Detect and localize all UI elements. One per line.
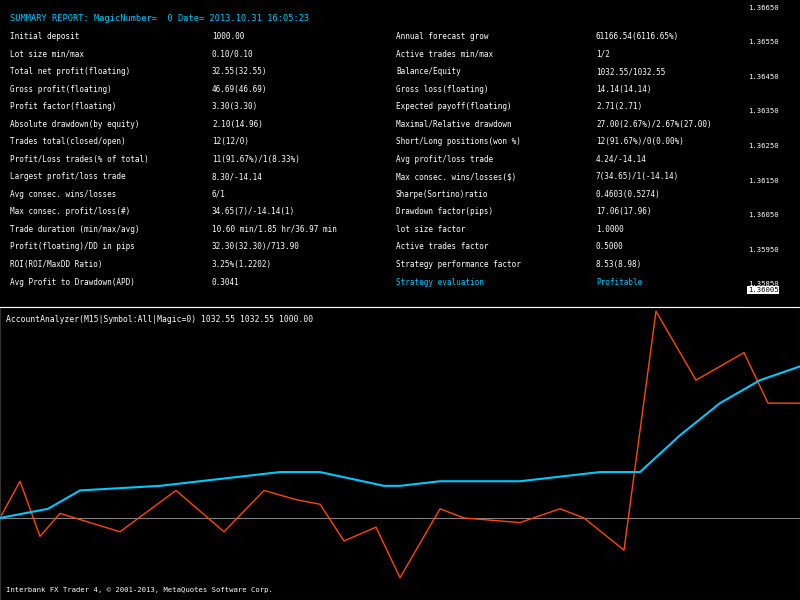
Text: 32.30(32.30)/713.90: 32.30(32.30)/713.90 bbox=[212, 242, 300, 251]
Text: 1.36050: 1.36050 bbox=[748, 212, 778, 218]
Text: 1.35950: 1.35950 bbox=[748, 247, 778, 253]
Text: 0.4603(0.5274): 0.4603(0.5274) bbox=[596, 190, 661, 199]
Text: 1.36550: 1.36550 bbox=[748, 39, 778, 45]
Text: 34.65(7)/-14.14(1): 34.65(7)/-14.14(1) bbox=[212, 208, 295, 217]
Text: 1/2: 1/2 bbox=[596, 50, 610, 59]
Text: Profit/Loss trades(% of total): Profit/Loss trades(% of total) bbox=[10, 155, 148, 164]
Text: 6/1: 6/1 bbox=[212, 190, 226, 199]
Text: Gross profit(floating): Gross profit(floating) bbox=[10, 85, 111, 94]
Text: Max consec. wins/losses($): Max consec. wins/losses($) bbox=[396, 172, 516, 181]
Text: Gross loss(floating): Gross loss(floating) bbox=[396, 85, 489, 94]
Text: 11(91.67%)/1(8.33%): 11(91.67%)/1(8.33%) bbox=[212, 155, 300, 164]
Text: 17.06(17.96): 17.06(17.96) bbox=[596, 208, 651, 217]
Text: Balance/Equity: Balance/Equity bbox=[396, 67, 461, 76]
Text: 0.5000: 0.5000 bbox=[596, 242, 624, 251]
Text: 46.69(46.69): 46.69(46.69) bbox=[212, 85, 267, 94]
Text: Trade duration (min/max/avg): Trade duration (min/max/avg) bbox=[10, 225, 139, 234]
Text: 12(91.67%)/0(0.00%): 12(91.67%)/0(0.00%) bbox=[596, 137, 684, 146]
Text: Lot size min/max: Lot size min/max bbox=[10, 50, 83, 59]
Text: 1.35850: 1.35850 bbox=[748, 281, 778, 287]
Text: 32.55(32.55): 32.55(32.55) bbox=[212, 67, 267, 76]
Text: 1.0000: 1.0000 bbox=[596, 225, 624, 234]
Text: 8.53(8.98): 8.53(8.98) bbox=[596, 260, 642, 269]
Text: AccountAnalyzer(M15|Symbol:All|Magic=0) 1032.55 1032.55 1000.00: AccountAnalyzer(M15|Symbol:All|Magic=0) … bbox=[6, 314, 314, 323]
Text: Short/Long positions(won %): Short/Long positions(won %) bbox=[396, 137, 521, 146]
Text: 8.30/-14.14: 8.30/-14.14 bbox=[212, 172, 263, 181]
Text: 7(34.65)/1(-14.14): 7(34.65)/1(-14.14) bbox=[596, 172, 679, 181]
Text: 4.24/-14.14: 4.24/-14.14 bbox=[596, 155, 647, 164]
Text: Profitable: Profitable bbox=[596, 278, 642, 287]
Text: 1000.00: 1000.00 bbox=[212, 32, 244, 41]
Text: 61166.54(6116.65%): 61166.54(6116.65%) bbox=[596, 32, 679, 41]
Text: 14.14(14.14): 14.14(14.14) bbox=[596, 85, 651, 94]
Text: Max consec. profit/loss(#): Max consec. profit/loss(#) bbox=[10, 208, 130, 217]
Text: ROI(ROI/MaxDD Ratio): ROI(ROI/MaxDD Ratio) bbox=[10, 260, 102, 269]
Text: Strategy evaluation: Strategy evaluation bbox=[396, 278, 484, 287]
Text: Sharpe(Sortino)ratio: Sharpe(Sortino)ratio bbox=[396, 190, 489, 199]
Text: Avg Profit to Drawdown(APD): Avg Profit to Drawdown(APD) bbox=[10, 278, 134, 287]
Text: 12(12/0): 12(12/0) bbox=[212, 137, 249, 146]
Text: 2.10(14.96): 2.10(14.96) bbox=[212, 120, 263, 129]
Text: 1032.55/1032.55: 1032.55/1032.55 bbox=[596, 67, 666, 76]
Text: Interbank FX Trader 4, © 2001-2013, MetaQuotes Software Corp.: Interbank FX Trader 4, © 2001-2013, Meta… bbox=[6, 587, 274, 593]
Text: 10.60 min/1.85 hr/36.97 min: 10.60 min/1.85 hr/36.97 min bbox=[212, 225, 337, 234]
Text: 27.00(2.67%)/2.67%(27.00): 27.00(2.67%)/2.67%(27.00) bbox=[596, 120, 712, 129]
Text: Active trades min/max: Active trades min/max bbox=[396, 50, 493, 59]
Text: Profit factor(floating): Profit factor(floating) bbox=[10, 103, 116, 112]
Text: 3.25%(1.2202): 3.25%(1.2202) bbox=[212, 260, 272, 269]
Text: Drawdown factor(pips): Drawdown factor(pips) bbox=[396, 208, 493, 217]
Text: 1.36450: 1.36450 bbox=[748, 74, 778, 80]
Text: 1.36350: 1.36350 bbox=[748, 109, 778, 115]
Text: 0.10/0.10: 0.10/0.10 bbox=[212, 50, 254, 59]
Text: Trades total(closed/open): Trades total(closed/open) bbox=[10, 137, 126, 146]
Text: lot size factor: lot size factor bbox=[396, 225, 466, 234]
Text: 1.36150: 1.36150 bbox=[748, 178, 778, 184]
Text: Maximal/Relative drawdown: Maximal/Relative drawdown bbox=[396, 120, 512, 129]
Text: Absolute drawdown(by equity): Absolute drawdown(by equity) bbox=[10, 120, 139, 129]
Text: Avg profit/loss trade: Avg profit/loss trade bbox=[396, 155, 493, 164]
Text: Active trades factor: Active trades factor bbox=[396, 242, 489, 251]
Text: Strategy performance factor: Strategy performance factor bbox=[396, 260, 521, 269]
Text: Expected payoff(floating): Expected payoff(floating) bbox=[396, 103, 512, 112]
Text: 2.71(2.71): 2.71(2.71) bbox=[596, 103, 642, 112]
Text: 1.36650: 1.36650 bbox=[748, 5, 778, 11]
Text: Total net profit(floating): Total net profit(floating) bbox=[10, 67, 130, 76]
Text: 0.3041: 0.3041 bbox=[212, 278, 240, 287]
Text: Avg consec. wins/losses: Avg consec. wins/losses bbox=[10, 190, 116, 199]
Text: 3.30(3.30): 3.30(3.30) bbox=[212, 103, 258, 112]
Text: Initial deposit: Initial deposit bbox=[10, 32, 79, 41]
Text: Profit(floating)/DD in pips: Profit(floating)/DD in pips bbox=[10, 242, 134, 251]
Text: Largest profit/loss trade: Largest profit/loss trade bbox=[10, 172, 126, 181]
Text: Annual forecast grow: Annual forecast grow bbox=[396, 32, 489, 41]
Text: SUMMARY REPORT: MagicNumber=  0 Date= 2013.10.31 16:05:23: SUMMARY REPORT: MagicNumber= 0 Date= 201… bbox=[10, 14, 309, 23]
Text: 1.36250: 1.36250 bbox=[748, 143, 778, 149]
Text: 1.36005: 1.36005 bbox=[748, 287, 778, 293]
